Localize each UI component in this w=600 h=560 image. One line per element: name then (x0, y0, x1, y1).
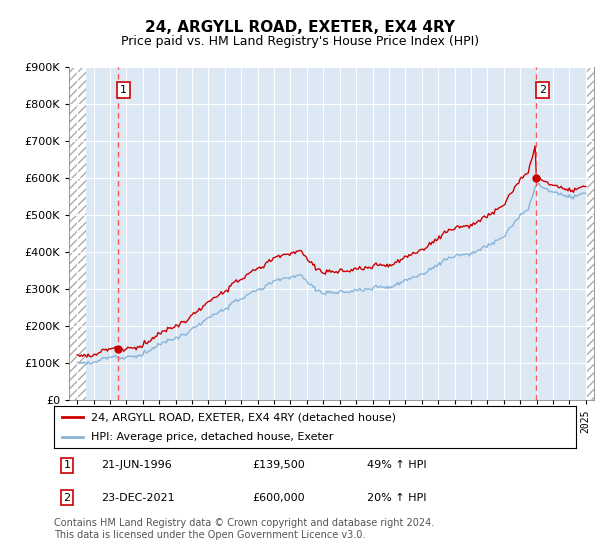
Text: Contains HM Land Registry data © Crown copyright and database right 2024.
This d: Contains HM Land Registry data © Crown c… (54, 518, 434, 540)
Text: £139,500: £139,500 (253, 460, 305, 470)
Bar (587, 67, 594, 400)
Text: 1: 1 (64, 460, 70, 470)
Text: 21-JUN-1996: 21-JUN-1996 (101, 460, 172, 470)
Text: 1: 1 (120, 85, 127, 95)
Text: 2: 2 (539, 85, 546, 95)
Text: HPI: Average price, detached house, Exeter: HPI: Average price, detached house, Exet… (91, 432, 333, 442)
Text: 2: 2 (64, 493, 71, 503)
Text: Price paid vs. HM Land Registry's House Price Index (HPI): Price paid vs. HM Land Registry's House … (121, 35, 479, 48)
Bar (69, 67, 86, 400)
Text: 24, ARGYLL ROAD, EXETER, EX4 4RY (detached house): 24, ARGYLL ROAD, EXETER, EX4 4RY (detach… (91, 412, 395, 422)
Text: 49% ↑ HPI: 49% ↑ HPI (367, 460, 427, 470)
Text: 24, ARGYLL ROAD, EXETER, EX4 4RY: 24, ARGYLL ROAD, EXETER, EX4 4RY (145, 20, 455, 35)
Text: 20% ↑ HPI: 20% ↑ HPI (367, 493, 427, 503)
Text: 23-DEC-2021: 23-DEC-2021 (101, 493, 175, 503)
Text: £600,000: £600,000 (253, 493, 305, 503)
